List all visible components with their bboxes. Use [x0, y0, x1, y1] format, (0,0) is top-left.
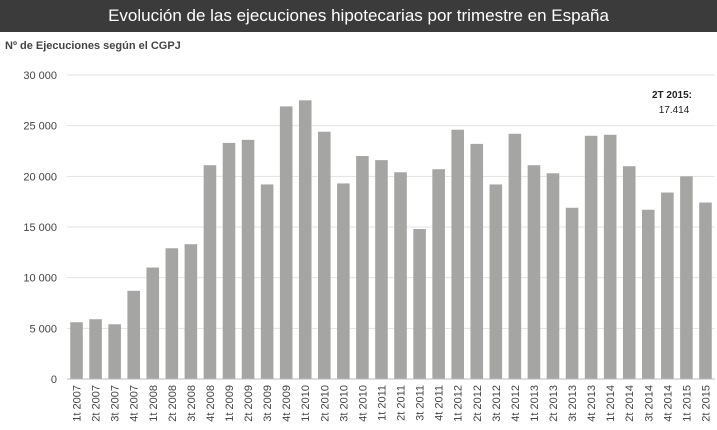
bar [622, 166, 636, 379]
x-tick-label: 2t 2007 [91, 385, 103, 422]
x-tick-label: 3t 2013 [567, 385, 579, 422]
bar [584, 135, 598, 379]
x-tick-label: 4t 2008 [205, 385, 217, 422]
x-tick-label: 2t 2015 [700, 385, 712, 422]
y-tick-label: 10 000 [23, 273, 57, 285]
bar [394, 172, 407, 379]
y-tick-label: 15 000 [23, 222, 57, 234]
bar [699, 202, 712, 379]
x-tick-label: 3t 2014 [643, 385, 655, 422]
y-tick-label: 5 000 [29, 323, 57, 335]
x-tick-label: 3t 2009 [262, 385, 274, 422]
bar [603, 134, 617, 379]
x-tick-label: 3t 2010 [338, 385, 350, 422]
bar [413, 229, 426, 379]
x-tick-label: 1t 2008 [148, 385, 160, 422]
x-tick-label: 4t 2010 [357, 385, 369, 422]
x-tick-label: 3t 2008 [186, 385, 198, 422]
bar [279, 106, 293, 379]
chart-title: Evolución de las ejecuciones hipotecaria… [0, 0, 717, 32]
x-tick-label: 1t 2015 [681, 385, 693, 422]
annotation-value: 17.414 [659, 105, 690, 116]
bar [546, 173, 560, 379]
bar [127, 290, 140, 379]
x-tick-label: 2t 2011 [396, 385, 408, 421]
bar [146, 267, 160, 379]
y-axis-title: Nº de Ejecuciones según el CGPJ [5, 40, 181, 52]
bar [680, 176, 693, 379]
x-tick-label: 4t 2007 [129, 385, 141, 422]
bar [241, 139, 255, 379]
bar [661, 192, 674, 379]
x-tick-label: 4t 2009 [281, 385, 293, 422]
x-tick-label: 1t 2014 [605, 385, 617, 422]
bar [222, 142, 236, 379]
bar [89, 319, 102, 379]
x-tick-label: 4t 2014 [662, 385, 674, 422]
x-tick-label: 4t 2011 [434, 385, 446, 421]
x-tick-label: 1t 2012 [453, 385, 465, 422]
y-tick-label: 0 [51, 374, 57, 386]
x-tick-label: 3t 2011 [415, 385, 427, 421]
bar [470, 143, 484, 379]
bar [642, 209, 655, 379]
x-tick-label: 1t 2007 [72, 385, 84, 422]
bar [298, 100, 312, 379]
bar [108, 324, 121, 379]
x-tick-label: 2t 2008 [167, 385, 179, 422]
x-tick-label: 2t 2013 [548, 385, 560, 422]
x-tick-label: 2t 2010 [319, 385, 331, 422]
x-tick-label: 1t 2009 [224, 385, 236, 422]
bar [432, 169, 445, 379]
bar [565, 207, 579, 379]
bar [337, 183, 350, 379]
annotation-label: 2T 2015: [652, 90, 692, 101]
x-tick-label: 4t 2013 [586, 385, 598, 422]
y-tick-label: 25 000 [23, 121, 57, 133]
x-tick-label: 1t 2010 [300, 385, 312, 422]
bar [527, 165, 541, 379]
bar [451, 129, 464, 379]
y-tick-label: 20 000 [23, 171, 57, 183]
x-tick-label: 1t 2013 [529, 385, 541, 422]
bar [70, 322, 83, 379]
bar [184, 244, 198, 379]
y-tick-label: 30 000 [23, 70, 57, 82]
bar [203, 165, 217, 379]
bar [489, 184, 503, 379]
bar [508, 133, 522, 379]
x-tick-label: 1t 2011 [376, 385, 388, 421]
bar [375, 160, 388, 379]
x-tick-label: 2t 2009 [243, 385, 255, 422]
bar [165, 248, 179, 379]
x-tick-label: 4t 2012 [510, 385, 522, 422]
bar [260, 184, 274, 379]
x-tick-label: 2t 2014 [624, 385, 636, 422]
x-tick-label: 2t 2012 [472, 385, 484, 422]
bar [318, 131, 331, 379]
bar [356, 156, 369, 379]
x-tick-label: 3t 2012 [491, 385, 503, 422]
x-tick-label: 3t 2007 [110, 385, 122, 422]
